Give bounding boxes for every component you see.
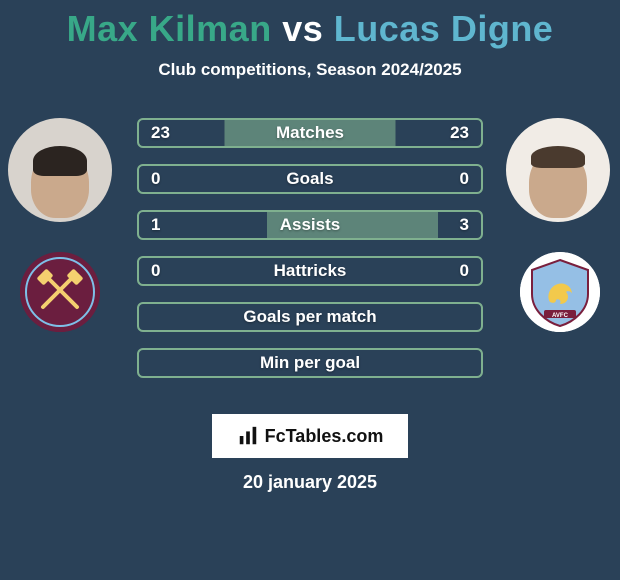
- title-player1: Max Kilman: [67, 8, 272, 49]
- club-badge-left: [20, 252, 100, 332]
- stat-value-right: 0: [460, 261, 469, 281]
- hammers-icon: [20, 252, 100, 332]
- stat-label: Assists: [280, 215, 340, 235]
- stats-list: Matches2323Goals00Assists13Hattricks00Go…: [137, 118, 483, 394]
- stat-row: Goals per match: [137, 302, 483, 332]
- stat-label: Hattricks: [274, 261, 347, 281]
- snapshot-date: 20 january 2025: [0, 472, 620, 493]
- stat-row: Matches 23 23: [137, 118, 483, 148]
- title-player2: Lucas Digne: [334, 8, 554, 49]
- stat-label: Min per goal: [260, 353, 360, 373]
- stat-row: Assists 1 3: [137, 210, 483, 240]
- comparison-panel: AVFC Matches 23 23 Goals 0 0 Assists 1 3 Hattrick…: [0, 108, 620, 408]
- stat-value-right: 3: [460, 215, 469, 235]
- player-photo-right: [506, 118, 610, 222]
- stat-row: Min per goal: [137, 348, 483, 378]
- stat-value-right: 23: [450, 123, 469, 143]
- stat-row: Hattricks 0 0: [137, 256, 483, 286]
- chart-icon: [237, 425, 259, 447]
- stat-label: Goals: [286, 169, 333, 189]
- brand-badge: FcTables.com: [212, 414, 408, 458]
- avatar: [8, 118, 112, 222]
- stat-value-left: 0: [151, 261, 160, 281]
- avatar: [506, 118, 610, 222]
- brand-text: FcTables.com: [265, 426, 384, 447]
- stat-label: Goals per match: [243, 307, 376, 327]
- svg-text:AVFC: AVFC: [552, 313, 569, 319]
- subtitle: Club competitions, Season 2024/2025: [0, 60, 620, 80]
- stat-row: Goals 0 0: [137, 164, 483, 194]
- stat-value-left: 23: [151, 123, 170, 143]
- title-vs: vs: [282, 8, 323, 49]
- stat-value-right: 0: [460, 169, 469, 189]
- villa-icon: AVFC: [520, 252, 600, 332]
- stat-value-left: 0: [151, 169, 160, 189]
- stat-label: Matches: [276, 123, 344, 143]
- stat-value-left: 1: [151, 215, 160, 235]
- player-photo-left: [8, 118, 112, 222]
- club-badge-right: AVFC: [520, 252, 600, 332]
- comparison-title: Max Kilman vs Lucas Digne: [0, 0, 620, 50]
